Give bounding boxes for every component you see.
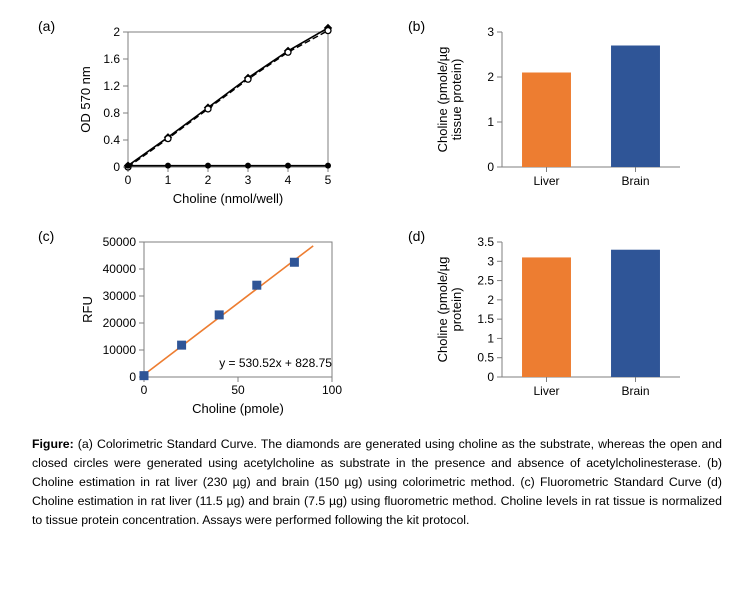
svg-text:Choline (pmole): Choline (pmole) [192,401,284,416]
svg-text:30000: 30000 [103,289,137,303]
svg-text:50: 50 [231,383,245,397]
svg-text:0: 0 [125,173,132,187]
svg-text:50000: 50000 [103,235,137,249]
panel-b-label: (b) [408,18,425,34]
svg-text:100: 100 [322,383,342,397]
svg-text:3: 3 [245,173,252,187]
panel-b-svg: 0 1 2 3 Liver Brain Choline (pmole/µgtissue pr… [430,26,702,210]
svg-text:40000: 40000 [103,262,137,276]
panel-b-chart: 0 1 2 3 Liver Brain Choline (pmole/µgtissue pr… [430,26,702,215]
svg-text:3.5: 3.5 [477,235,494,249]
panel-d-svg: 0 0.5 1 1.5 2 2.5 3 3.5 Liver Brain Choline (pmole… [430,236,702,420]
svg-text:OD 570 nm: OD 570 nm [78,66,93,132]
svg-text:3: 3 [487,25,494,39]
panel-d: (d) 0 0.5 1 1.5 2 2.5 3 3.5 Liver Brain Choline (p… [400,228,720,423]
panel-d-label: (d) [408,228,425,244]
svg-text:4: 4 [285,173,292,187]
svg-text:10000: 10000 [103,343,137,357]
svg-text:2: 2 [487,70,494,84]
svg-text:RFU: RFU [80,296,95,323]
svg-text:3: 3 [487,254,494,268]
svg-text:1.5: 1.5 [477,312,494,326]
svg-text:Brain: Brain [621,174,649,188]
panel-a: (a) 0 0.4 0.8 1.2 1.6 2 0 1 2 3 4 5 Choline (nmol/we… [30,18,370,213]
svg-text:0.5: 0.5 [477,351,494,365]
svg-text:y = 530.52x + 828.75: y = 530.52x + 828.75 [219,356,332,370]
svg-text:Choline (pmole/µgprotein): Choline (pmole/µgprotein) [435,257,464,363]
panel-a-chart: 0 0.4 0.8 1.2 1.6 2 0 1 2 3 4 5 Choline (nmol/well) O… [76,26,348,215]
svg-text:1.2: 1.2 [103,79,120,93]
svg-text:2: 2 [113,25,120,39]
panel-a-svg: 0 0.4 0.8 1.2 1.6 2 0 1 2 3 4 5 Choline (nmol/well) O… [76,26,348,210]
svg-text:1: 1 [165,173,172,187]
svg-text:0: 0 [487,370,494,384]
svg-text:2.5: 2.5 [477,274,494,288]
svg-text:0: 0 [113,160,120,174]
svg-text:2: 2 [487,293,494,307]
panel-c-chart: 0 10000 20000 30000 40000 50000 0 50 100 Choline … [76,236,348,425]
svg-text:0.4: 0.4 [103,133,120,147]
svg-text:0: 0 [141,383,148,397]
svg-text:5: 5 [325,173,332,187]
panel-b: (b) 0 1 2 3 Liver Brain Choline (pmole/µgtissu… [400,18,720,213]
svg-text:0: 0 [129,370,136,384]
svg-text:0.8: 0.8 [103,106,120,120]
figure-caption: Figure: (a) Colorimetric Standard Curve.… [30,435,724,530]
svg-text:1: 1 [487,115,494,129]
svg-text:1: 1 [487,331,494,345]
svg-text:2: 2 [205,173,212,187]
caption-prefix: Figure: [32,437,74,451]
svg-text:Brain: Brain [621,384,649,398]
panel-c: (c) 0 10000 20000 30000 40000 50000 0 50 100 Chol… [30,228,370,423]
panel-a-label: (a) [38,18,55,34]
svg-text:20000: 20000 [103,316,137,330]
svg-text:0: 0 [487,160,494,174]
svg-text:Liver: Liver [533,174,559,188]
svg-text:1.6: 1.6 [103,52,120,66]
svg-text:Choline (nmol/well): Choline (nmol/well) [173,191,284,206]
panel-c-label: (c) [38,228,54,244]
caption-text: (a) Colorimetric Standard Curve. The dia… [32,437,722,527]
panel-d-chart: 0 0.5 1 1.5 2 2.5 3 3.5 Liver Brain Choline (pmole… [430,236,702,425]
panel-c-svg: 0 10000 20000 30000 40000 50000 0 50 100 Choline … [76,236,348,420]
svg-text:Choline (pmole/µgtissue protei: Choline (pmole/µgtissue protein) [435,47,464,153]
svg-text:Liver: Liver [533,384,559,398]
figure-grid: (a) 0 0.4 0.8 1.2 1.6 2 0 1 2 3 4 5 Choline (nmol/we… [30,18,724,423]
